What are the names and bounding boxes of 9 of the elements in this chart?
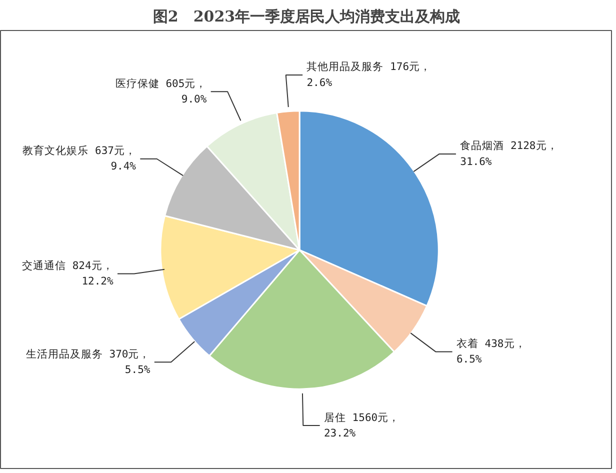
slice-label: 生活用品及服务 370元， 5.5% [26, 347, 151, 376]
slice-label: 衣着 438元， 6.5% [456, 336, 526, 366]
slice-label: 医疗保健 605元， 9.0% [115, 76, 208, 106]
slice-label: 交通通信 824元， 12.2% [22, 258, 114, 288]
slice-label: 其他用品及服务 176元， 2.6% [306, 60, 432, 89]
slice-label: 食品烟酒 2128元， 31.6% [460, 139, 558, 168]
chart-title: 图2 2023年一季度居民人均消费支出及构成 [152, 8, 460, 26]
slice-label: 居住 1560元， 23.2% [324, 412, 400, 440]
slice-label: 教育文化娱乐 637元， 9.4% [22, 144, 137, 173]
